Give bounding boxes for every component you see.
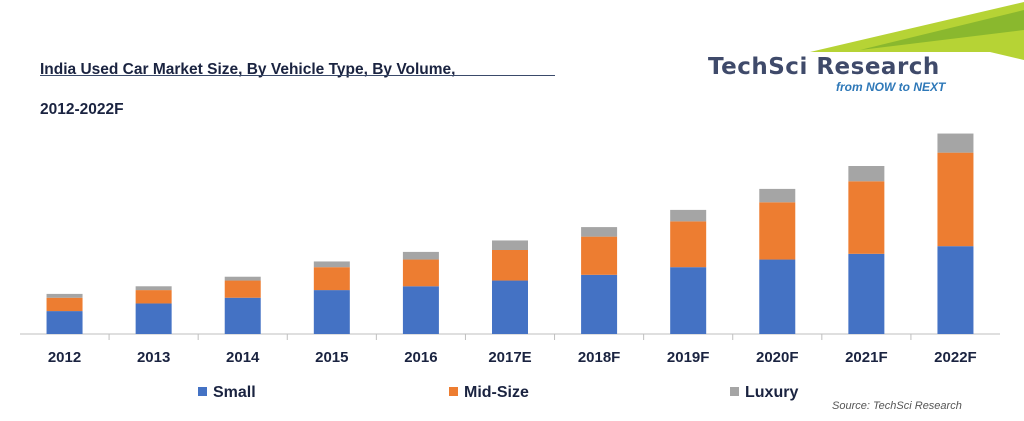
bar-luxury-2014 <box>224 276 261 281</box>
bar-mid-size-2020F <box>759 202 796 260</box>
bar-luxury-2021F <box>848 166 885 182</box>
bar-luxury-2020F <box>759 188 796 203</box>
bar-luxury-2013 <box>135 286 172 291</box>
legend-swatch-luxury <box>730 387 739 396</box>
bar-small-2012 <box>46 311 83 334</box>
logo-text: TechSci Research <box>708 54 940 80</box>
x-tick-label-2016: 2016 <box>404 349 437 366</box>
bar-luxury-2022F <box>937 133 974 153</box>
x-tick-label-2017E: 2017E <box>488 349 531 366</box>
bar-small-2015 <box>313 290 350 334</box>
x-tick-label-2019F: 2019F <box>667 349 710 366</box>
chart-title-line-1: India Used Car Market Size, By Vehicle T… <box>40 61 456 78</box>
title-underline <box>40 75 555 76</box>
bar-small-2022F <box>937 246 974 334</box>
bar-mid-size-2018F <box>581 236 618 275</box>
bar-small-2017E <box>492 280 528 334</box>
bar-mid-size-2012 <box>46 297 83 312</box>
bar-mid-size-2021F <box>848 181 885 254</box>
x-tick-label-2012: 2012 <box>48 349 81 366</box>
bar-luxury-2017E <box>492 240 528 250</box>
x-tick-label-2014: 2014 <box>226 349 260 366</box>
legend-item-small: Small <box>198 384 256 402</box>
legend-swatch-mid-size <box>449 387 458 396</box>
bar-mid-size-2013 <box>135 290 172 304</box>
bar-mid-size-2015 <box>313 267 350 291</box>
bar-luxury-2016 <box>402 251 439 260</box>
bar-small-2016 <box>402 286 439 334</box>
x-tick-label-2018F: 2018F <box>578 349 621 366</box>
bar-small-2014 <box>224 297 261 334</box>
bar-small-2021F <box>848 253 885 334</box>
x-tick-label-2015: 2015 <box>315 349 348 366</box>
x-tick-label-2021F: 2021F <box>845 349 888 366</box>
bar-mid-size-2017E <box>492 250 528 281</box>
bar-luxury-2018F <box>581 227 618 237</box>
logo-tagline: from NOW to NEXT <box>836 80 946 94</box>
chart-title: India Used Car Market Size, By Vehicle T… <box>40 50 555 130</box>
x-tick-label-2022F: 2022F <box>934 349 977 366</box>
legend-label-mid-size: Mid-Size <box>464 384 529 401</box>
bar-small-2018F <box>581 274 618 334</box>
source-note: Source: TechSci Research <box>832 400 962 412</box>
legend-item-luxury: Luxury <box>730 384 798 402</box>
legend-item-mid-size: Mid-Size <box>449 384 529 402</box>
bar-luxury-2015 <box>313 261 350 268</box>
bar-luxury-2019F <box>670 209 707 222</box>
legend-label-luxury: Luxury <box>745 384 799 401</box>
x-tick-label-2013: 2013 <box>137 349 170 366</box>
techsci-logo-swoosh-icon <box>810 2 1024 60</box>
bar-mid-size-2014 <box>224 280 261 298</box>
bar-mid-size-2016 <box>402 259 439 287</box>
bar-small-2019F <box>670 267 707 334</box>
x-tick-label-2020F: 2020F <box>756 349 799 366</box>
bar-mid-size-2019F <box>670 221 707 268</box>
bar-mid-size-2022F <box>937 152 974 247</box>
bar-luxury-2012 <box>46 293 83 298</box>
bar-small-2020F <box>759 259 796 334</box>
legend-label-small: Small <box>213 384 256 401</box>
legend-swatch-small <box>198 387 207 396</box>
chart-title-line-2: 2012-2022F <box>40 101 124 118</box>
bar-small-2013 <box>135 303 172 334</box>
